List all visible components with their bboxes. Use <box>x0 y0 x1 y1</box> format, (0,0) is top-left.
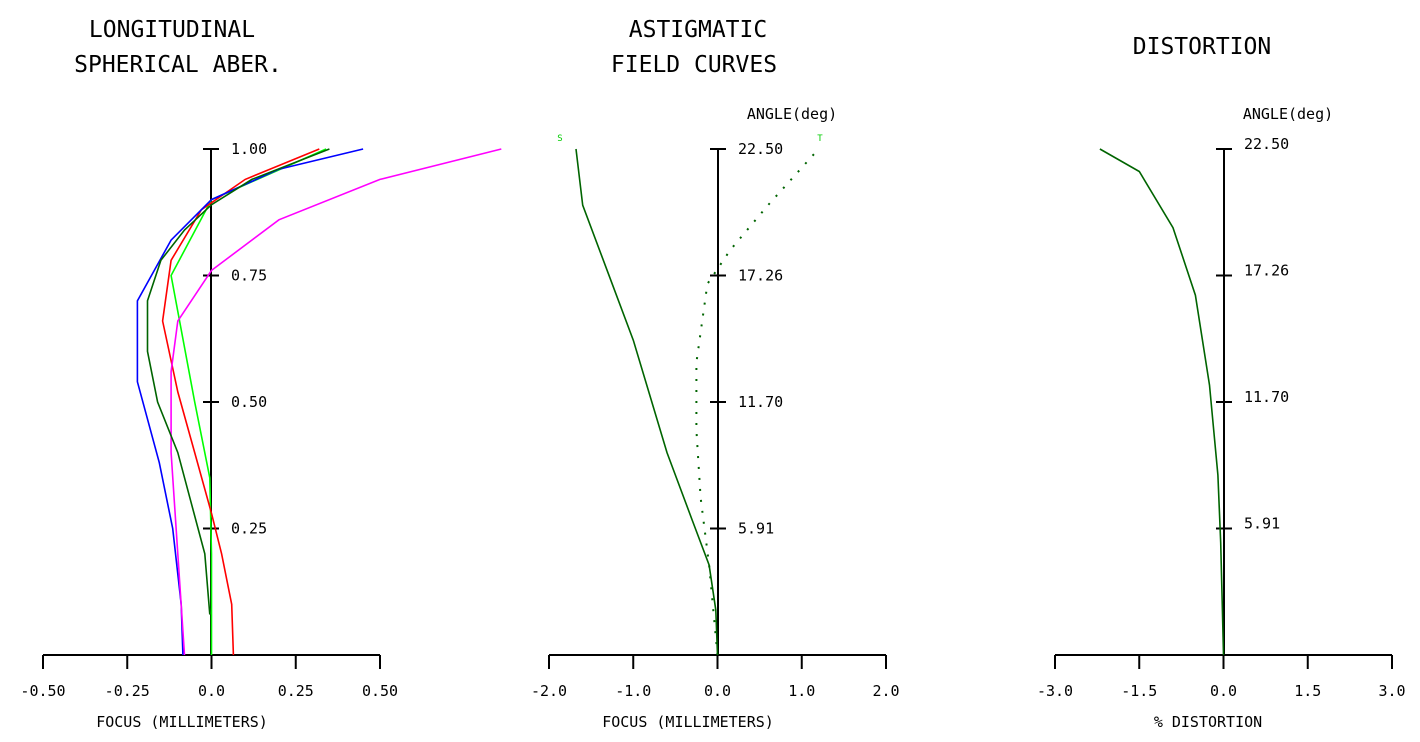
y-tick-label: 5.91 <box>738 520 774 538</box>
x-tick-label: -1.0 <box>615 682 651 700</box>
x-tick-label: 0.25 <box>278 682 314 700</box>
x-axis-label: % DISTORTION <box>1154 713 1262 731</box>
x-tick-label: 1.0 <box>788 682 815 700</box>
chart-title-line-1: ASTIGMATIC <box>629 17 767 43</box>
x-axis-label: FOCUS (MILLIMETERS) <box>96 713 268 731</box>
series-group <box>1099 148 1225 656</box>
x-tick-label: -3.0 <box>1037 682 1073 700</box>
series-line-1 <box>1099 148 1225 656</box>
y-tick-label: 17.26 <box>738 267 783 285</box>
y-tick-label: 5.91 <box>1244 515 1280 533</box>
series-line-t <box>695 148 820 656</box>
x-tick-label: -2.0 <box>531 682 567 700</box>
astigmatic-field-curves-chart: ASTIGMATIC FIELD CURVES ANGLE(deg) FOCUS… <box>531 17 900 731</box>
chart-title: DISTORTION <box>1133 34 1271 60</box>
chart-title-line-1: LONGITUDINAL <box>89 17 255 43</box>
chart-title-line-2: SPHERICAL ABER. <box>74 52 282 78</box>
y-tick-label: 11.70 <box>738 393 783 411</box>
series-group <box>575 148 820 656</box>
series-line-5 <box>146 148 330 615</box>
y-tick-label: 11.70 <box>1244 388 1289 406</box>
x-tick-label: 0.0 <box>1210 682 1237 700</box>
distortion-chart: DISTORTION ANGLE(deg) % DISTORTION -3.0-… <box>1037 34 1406 731</box>
y-tick-label: 17.26 <box>1244 262 1289 280</box>
x-tick-label: -0.25 <box>105 682 150 700</box>
y-tick-label: 0.75 <box>231 267 267 285</box>
series-line-4 <box>170 148 502 656</box>
series-group <box>136 148 502 656</box>
y-tick-label: 22.50 <box>738 140 783 158</box>
y-axis-label: ANGLE(deg) <box>747 105 837 123</box>
x-tick-label: 3.0 <box>1378 682 1405 700</box>
x-tick-label: 0.0 <box>198 682 225 700</box>
x-tick-label: 0.0 <box>704 682 731 700</box>
y-tick-label: 1.00 <box>231 140 267 158</box>
axes: -2.0 -1.0 0.0 1.0 2.0 22.50 17.26 11.70 5.91 <box>531 140 900 700</box>
x-tick-label: -1.5 <box>1121 682 1157 700</box>
sagittal-series-marker: S <box>557 134 562 144</box>
y-tick-label: 0.50 <box>231 393 267 411</box>
tangential-series-marker: T <box>817 134 823 144</box>
series-line-s <box>575 148 719 656</box>
y-axis-label: ANGLE(deg) <box>1243 105 1333 123</box>
x-tick-label: 1.5 <box>1294 682 1321 700</box>
y-tick-label: 0.25 <box>231 520 267 538</box>
spherical-aberration-chart: LONGITUDINAL SPHERICAL ABER. FOCUS (MILL… <box>20 17 502 731</box>
x-tick-label: -0.50 <box>20 682 65 700</box>
axes: -3.0 -1.5 0.0 1.5 3.0 22.50 17.26 11.70 5.91 <box>1037 135 1406 700</box>
y-tick-label: 22.50 <box>1244 135 1289 153</box>
axes: -0.50 -0.25 0.0 0.25 0.50 1.00 0.75 0.50 0.25 <box>20 140 398 700</box>
x-tick-label: 2.0 <box>872 682 899 700</box>
x-tick-label: 0.50 <box>362 682 398 700</box>
series-line-2 <box>161 148 320 656</box>
x-axis-label: FOCUS (MILLIMETERS) <box>602 713 774 731</box>
chart-title-line-2: FIELD CURVES <box>611 52 777 78</box>
